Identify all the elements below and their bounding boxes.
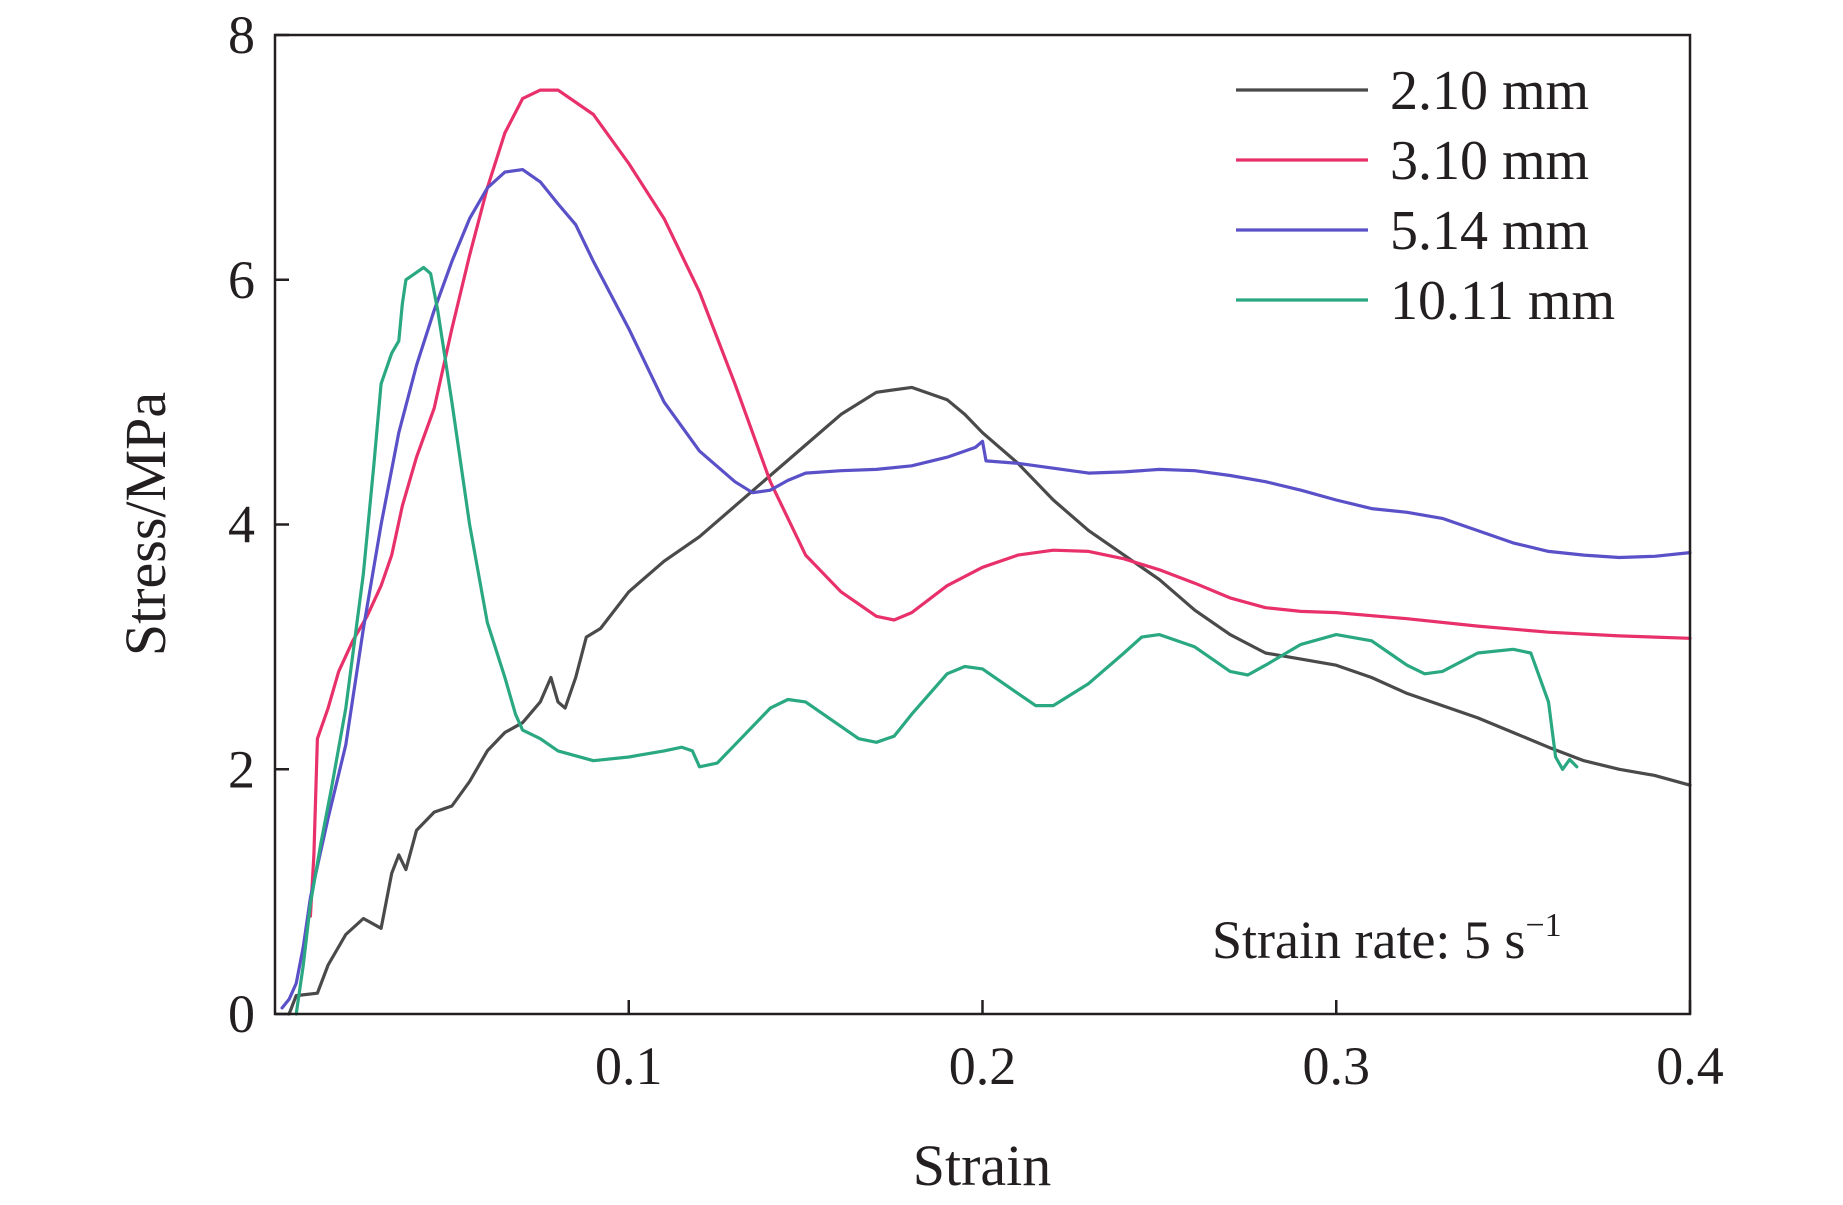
strain-rate-text: Strain rate: 5 s xyxy=(1212,910,1525,970)
series-layer xyxy=(280,88,1692,1016)
strain-rate-annotation: Strain rate: 5 s−1 xyxy=(1212,907,1562,970)
legend: 2.10 mm 3.10 mm 5.14 mm 10.11 mm xyxy=(1236,60,1615,332)
series-line-0 xyxy=(287,385,1692,1016)
legend-label-3: 10.11 mm xyxy=(1390,270,1615,332)
y-tick-label-4: 8 xyxy=(228,5,255,65)
y-tick-label-1: 2 xyxy=(228,739,255,799)
x-axis-title: Strain xyxy=(913,1133,1052,1198)
y-tick-label-2: 4 xyxy=(228,495,255,555)
y-tick-label-3: 6 xyxy=(228,250,255,310)
x-tick-label-2: 0.3 xyxy=(1303,1036,1371,1096)
x-tick-label-0: 0.1 xyxy=(595,1036,663,1096)
legend-label-1: 3.10 mm xyxy=(1390,130,1589,192)
y-tick-label-0: 0 xyxy=(228,984,255,1044)
y-axis-title: Stress/MPa xyxy=(113,392,178,656)
y-axis-ticks: 0 2 4 6 8 xyxy=(228,5,289,1044)
x-tick-label-1: 0.2 xyxy=(949,1036,1017,1096)
x-axis-ticks: 0.1 0.2 0.3 0.4 xyxy=(595,1000,1724,1096)
strain-rate-exponent: −1 xyxy=(1525,907,1561,944)
x-tick-label-3: 0.4 xyxy=(1656,1036,1724,1096)
legend-label-0: 2.10 mm xyxy=(1390,60,1589,122)
series-line-1 xyxy=(308,88,1692,918)
series-line-2 xyxy=(280,168,1692,1010)
series-line-3 xyxy=(294,265,1579,1016)
legend-label-2: 5.14 mm xyxy=(1390,200,1589,262)
